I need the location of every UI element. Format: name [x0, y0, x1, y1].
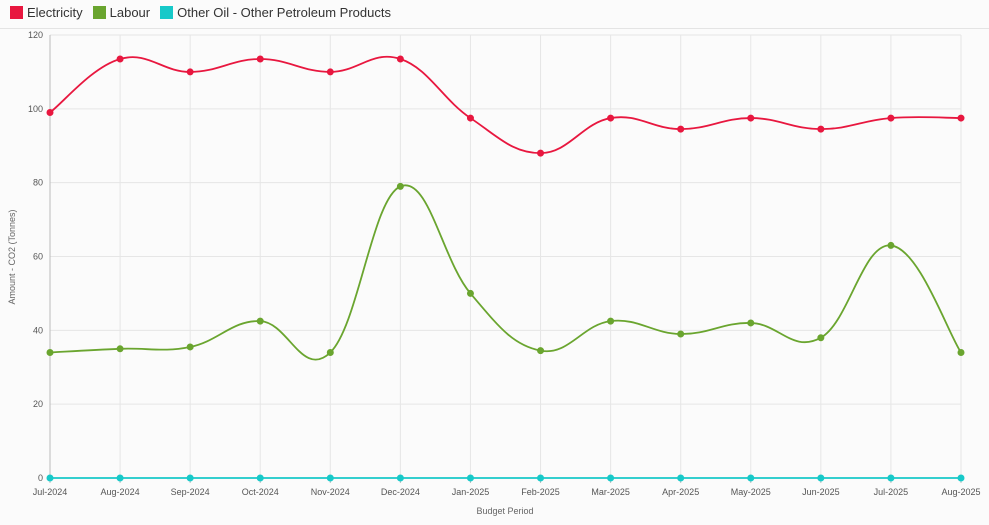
x-tick-label: Aug-2024: [101, 487, 140, 497]
legend-label-other-oil: Other Oil - Other Petroleum Products: [177, 5, 391, 20]
data-point-electricity[interactable]: [957, 114, 965, 122]
data-point-labour[interactable]: [537, 347, 545, 355]
data-point-other-oil-other-petroleum-products[interactable]: [537, 474, 545, 482]
y-tick-label: 0: [38, 473, 43, 483]
series-line-labour: [49, 184, 962, 361]
data-point-electricity[interactable]: [116, 55, 124, 63]
y-tick-label: 40: [33, 325, 43, 335]
legend-swatch-labour: [92, 6, 106, 19]
data-point-electricity[interactable]: [186, 68, 194, 76]
data-point-electricity[interactable]: [326, 68, 334, 76]
legend-label-electricity: Electricity: [27, 5, 83, 20]
data-point-other-oil-other-petroleum-products[interactable]: [46, 474, 54, 482]
data-point-labour[interactable]: [677, 330, 685, 338]
y-tick-label: 100: [28, 104, 43, 114]
legend-item-labour[interactable]: Labour: [92, 5, 151, 20]
data-point-labour[interactable]: [607, 317, 615, 325]
x-tick-label: Feb-2025: [521, 487, 560, 497]
data-point-labour[interactable]: [887, 241, 895, 249]
x-tick-label: Sep-2024: [171, 487, 210, 497]
x-axis-title: Budget Period: [476, 506, 533, 516]
data-point-electricity[interactable]: [396, 55, 404, 63]
y-tick-label: 20: [33, 399, 43, 409]
data-point-labour[interactable]: [326, 348, 334, 356]
data-point-other-oil-other-petroleum-products[interactable]: [747, 474, 755, 482]
data-point-electricity[interactable]: [537, 149, 545, 157]
legend-swatch-other-oil: [160, 6, 174, 19]
data-point-labour[interactable]: [957, 348, 965, 356]
data-point-other-oil-other-petroleum-products[interactable]: [887, 474, 895, 482]
data-point-other-oil-other-petroleum-products[interactable]: [466, 474, 474, 482]
series-line-electricity: [49, 55, 962, 155]
data-point-labour[interactable]: [466, 289, 474, 297]
x-tick-label: Dec-2024: [381, 487, 420, 497]
x-tick-label: Nov-2024: [311, 487, 350, 497]
y-axis-title: Amount - CO2 (Tonnes): [7, 209, 17, 304]
y-tick-label: 120: [28, 30, 43, 40]
x-tick-label: Oct-2024: [242, 487, 279, 497]
y-tick-label: 60: [33, 252, 43, 262]
data-point-other-oil-other-petroleum-products[interactable]: [677, 474, 685, 482]
data-point-other-oil-other-petroleum-products[interactable]: [607, 474, 615, 482]
x-tick-label: Apr-2025: [662, 487, 699, 497]
data-point-electricity[interactable]: [887, 114, 895, 122]
data-point-other-oil-other-petroleum-products[interactable]: [186, 474, 194, 482]
data-point-other-oil-other-petroleum-products[interactable]: [957, 474, 965, 482]
data-point-labour[interactable]: [747, 319, 755, 327]
data-point-electricity[interactable]: [747, 114, 755, 122]
legend-label-labour: Labour: [109, 5, 151, 20]
data-point-electricity[interactable]: [817, 125, 825, 133]
series-lines: [49, 55, 962, 479]
data-point-electricity[interactable]: [256, 55, 264, 63]
grid-lines: [49, 34, 962, 479]
tick-labels: 0 20 40 60 80 100 120 Jul-2024 Aug-2024 Sep-2024 O…: [28, 30, 981, 497]
x-tick-label: May-2025: [731, 487, 771, 497]
data-point-electricity[interactable]: [607, 114, 615, 122]
x-tick-label: Jan-2025: [452, 487, 490, 497]
data-point-labour[interactable]: [116, 345, 124, 353]
x-tick-label: Jul-2024: [33, 487, 68, 497]
x-tick-label: Jul-2025: [874, 487, 909, 497]
data-point-labour[interactable]: [256, 317, 264, 325]
x-tick-label: Aug-2025: [941, 487, 980, 497]
data-point-labour[interactable]: [46, 348, 54, 356]
legend-divider: [0, 28, 989, 29]
x-tick-label: Jun-2025: [802, 487, 840, 497]
data-point-other-oil-other-petroleum-products[interactable]: [396, 474, 404, 482]
legend-item-other-oil[interactable]: Other Oil - Other Petroleum Products: [160, 5, 391, 20]
data-point-electricity[interactable]: [677, 125, 685, 133]
data-point-electricity[interactable]: [466, 114, 474, 122]
y-tick-label: 80: [33, 178, 43, 188]
legend-item-electricity[interactable]: Electricity: [10, 5, 83, 20]
data-point-labour[interactable]: [817, 334, 825, 342]
data-point-electricity[interactable]: [46, 109, 54, 117]
x-tick-label: Mar-2025: [591, 487, 630, 497]
data-point-other-oil-other-petroleum-products[interactable]: [256, 474, 264, 482]
data-points: [46, 55, 965, 482]
data-point-other-oil-other-petroleum-products[interactable]: [817, 474, 825, 482]
data-point-other-oil-other-petroleum-products[interactable]: [116, 474, 124, 482]
data-point-labour[interactable]: [186, 343, 194, 351]
data-point-other-oil-other-petroleum-products[interactable]: [326, 474, 334, 482]
data-point-labour[interactable]: [396, 182, 404, 190]
axes: [49, 35, 962, 483]
chart-legend: Electricity Labour Other Oil - Other Pet…: [10, 5, 391, 20]
legend-swatch-electricity: [10, 6, 23, 19]
